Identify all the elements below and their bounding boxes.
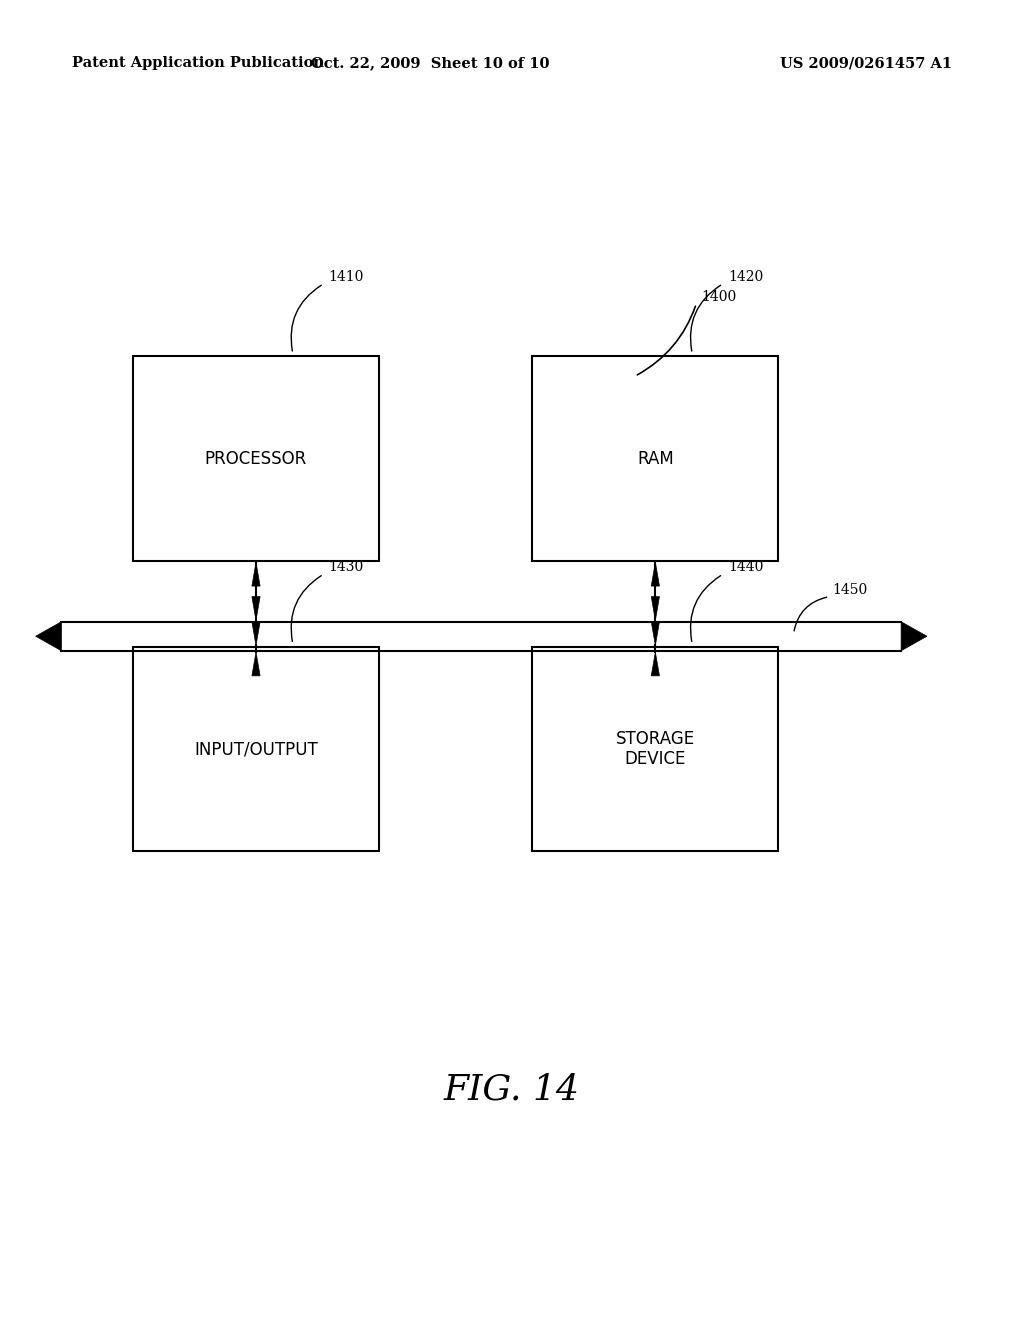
Polygon shape — [252, 562, 260, 586]
Text: Oct. 22, 2009  Sheet 10 of 10: Oct. 22, 2009 Sheet 10 of 10 — [311, 57, 549, 70]
Text: US 2009/0261457 A1: US 2009/0261457 A1 — [780, 57, 952, 70]
Text: 1430: 1430 — [329, 560, 364, 574]
Polygon shape — [36, 622, 61, 651]
Bar — [532, 356, 778, 561]
Polygon shape — [252, 652, 260, 676]
Text: 1440: 1440 — [728, 560, 764, 574]
Text: INPUT/OUTPUT: INPUT/OUTPUT — [195, 741, 317, 758]
Text: 1410: 1410 — [329, 269, 365, 284]
Text: 1420: 1420 — [728, 269, 763, 284]
Text: PROCESSOR: PROCESSOR — [205, 450, 307, 467]
Polygon shape — [651, 622, 659, 645]
Polygon shape — [651, 562, 659, 586]
Text: Patent Application Publication: Patent Application Publication — [72, 57, 324, 70]
Polygon shape — [651, 652, 659, 676]
Bar — [532, 647, 778, 851]
Polygon shape — [901, 622, 927, 651]
Text: 1450: 1450 — [833, 582, 867, 597]
Text: 1400: 1400 — [701, 289, 736, 304]
Text: FIG. 14: FIG. 14 — [444, 1072, 580, 1106]
Polygon shape — [252, 622, 260, 645]
Text: STORAGE
DEVICE: STORAGE DEVICE — [615, 730, 695, 768]
Bar — [133, 647, 379, 851]
Polygon shape — [651, 597, 659, 620]
Polygon shape — [252, 597, 260, 620]
Bar — [61, 622, 901, 651]
Text: RAM: RAM — [637, 450, 674, 467]
Bar — [133, 356, 379, 561]
